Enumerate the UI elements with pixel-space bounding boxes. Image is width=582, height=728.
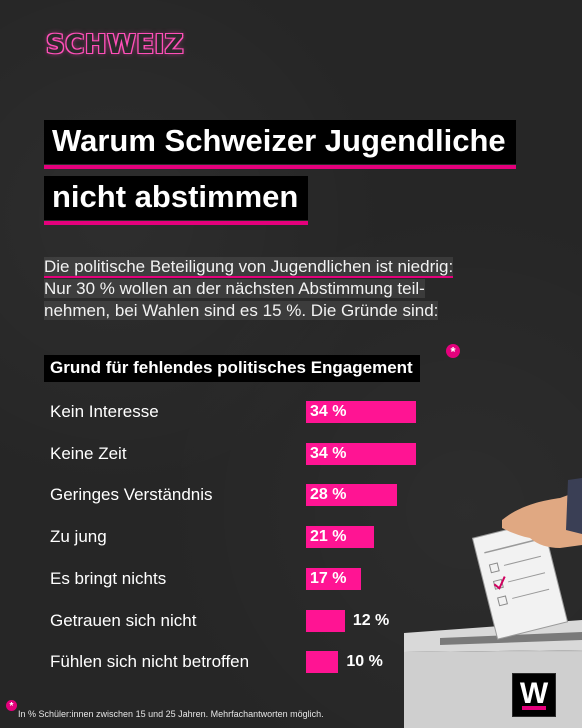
footnote: In % Schüler:innen zwischen 15 und 25 Ja…	[18, 709, 324, 719]
bar-value-label: 10 %	[346, 653, 383, 671]
logo-underline	[522, 706, 546, 710]
bar	[306, 651, 339, 674]
brand-label: SCHWEIZ	[46, 30, 185, 60]
category-label: Zu jung	[50, 527, 107, 547]
category-label: Es bringt nichts	[50, 568, 167, 588]
bar	[306, 567, 361, 590]
bar-value-label: 17 %	[310, 569, 347, 587]
title-text-1: Warum Schweizer Jugendliche	[52, 123, 506, 158]
intro-line-2: Nur 30 % wollen an der nächsten Abstimmu…	[44, 279, 425, 298]
category-label: Geringes Verständnis	[50, 485, 213, 505]
bar	[306, 401, 416, 423]
title-underline-2	[44, 221, 309, 225]
category-label: Fühlen sich nicht betroffen	[50, 652, 250, 672]
chart-title: Grund für fehlendes politisches Engageme…	[44, 355, 420, 382]
chart-title-asterisk: *	[446, 344, 460, 359]
category-label: Keine Zeit	[50, 443, 127, 463]
intro-text: Die politische Beteiligung von Jugendlic…	[44, 256, 524, 322]
bar-value-label: 34 %	[310, 403, 347, 420]
title-underline-1	[44, 165, 516, 169]
bar-value-label: 21 %	[310, 528, 347, 546]
bar	[306, 484, 397, 507]
footnote-asterisk: *	[6, 700, 17, 712]
bar-value-label: 28 %	[310, 486, 347, 504]
bar-value-label: 34 %	[310, 444, 347, 462]
bar	[306, 526, 374, 549]
intro-line-3: nehmen, bei Wahlen sind es 15 %. Die Grü…	[44, 301, 439, 320]
category-label: Kein Interesse	[50, 402, 159, 421]
logo-letter: W	[519, 677, 549, 710]
publisher-logo: W	[512, 673, 556, 717]
category-label: Getrauen sich nicht	[50, 610, 197, 630]
bar-value-label: 12 %	[352, 611, 390, 629]
page-title-line-1: Warum Schweizer Jugendliche	[44, 120, 516, 169]
bar	[306, 609, 345, 632]
page-title-line-2: nicht abstimmen	[44, 176, 309, 225]
bar	[306, 442, 416, 465]
intro-line-1: Die politische Beteiligung von Jugendlic…	[44, 257, 454, 278]
title-text-2: nicht abstimmen	[52, 179, 299, 214]
